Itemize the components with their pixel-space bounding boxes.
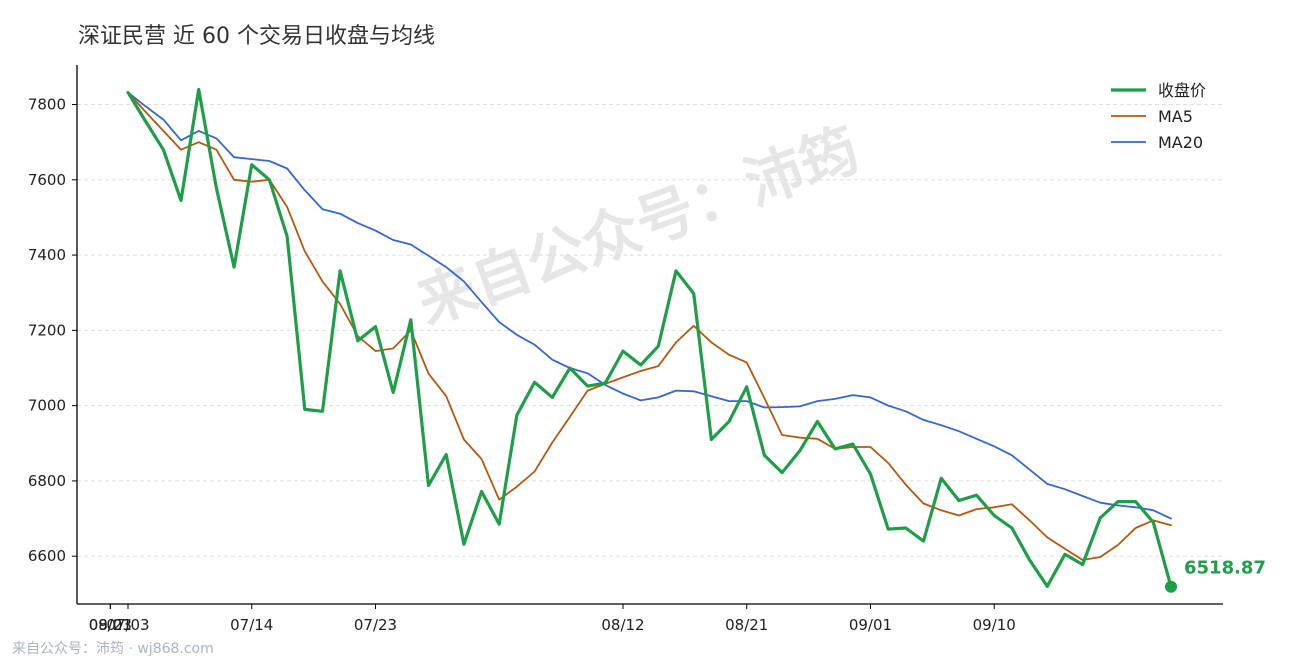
x-tick-label: 07/03 [106, 616, 149, 634]
legend-close-label: 收盘价 [1158, 81, 1206, 100]
x-ticks: 07/03 07/14 07/23 08/03 08/12 08/21 09/01 09/10… [89, 604, 1016, 634]
chart-title: 深证民营 近 60 个交易日收盘与均线 [78, 24, 435, 49]
y-tick-label: 7000 [28, 397, 66, 415]
legend-ma20-label: MA20 [1158, 133, 1203, 152]
axes [76, 65, 1223, 605]
y-ticks: 6600 6800 7000 7200 7400 7600 7800 [28, 96, 77, 565]
ma20-line [127, 91, 1172, 520]
y-tick-label: 7800 [28, 96, 66, 114]
y-tick-label: 7400 [28, 246, 66, 264]
last-close-point [1165, 580, 1177, 593]
footer-credit: 来自公众号：沛筠 · wj868.com [12, 641, 214, 657]
x-tick-label: 07/23 [354, 616, 397, 634]
y-tick-label: 6800 [28, 472, 66, 490]
legend: 收盘价 MA5 MA20 [1111, 81, 1206, 152]
y-tick-label: 7200 [28, 321, 66, 339]
watermark: 来自公众号：沛筠 [409, 115, 868, 338]
last-close-label: 6518.87 [1184, 558, 1266, 579]
legend-ma5-label: MA5 [1158, 107, 1193, 126]
x-tick-label: 09/21 [89, 616, 132, 634]
y-tick-label: 6600 [28, 547, 66, 565]
x-tick-label: 07/14 [230, 616, 273, 634]
series-lines: 6518.87 [126, 87, 1266, 593]
x-tick-label: 08/12 [601, 616, 644, 634]
y-tick-label: 7600 [28, 171, 66, 189]
x-tick-label: 08/03 [89, 616, 132, 634]
close-price-line [126, 87, 1173, 589]
x-tick-label: 08/21 [725, 616, 768, 634]
x-tick-label: 09/10 [973, 616, 1016, 634]
x-tick-label: 09/01 [849, 616, 892, 634]
ma5-line [127, 91, 1172, 561]
